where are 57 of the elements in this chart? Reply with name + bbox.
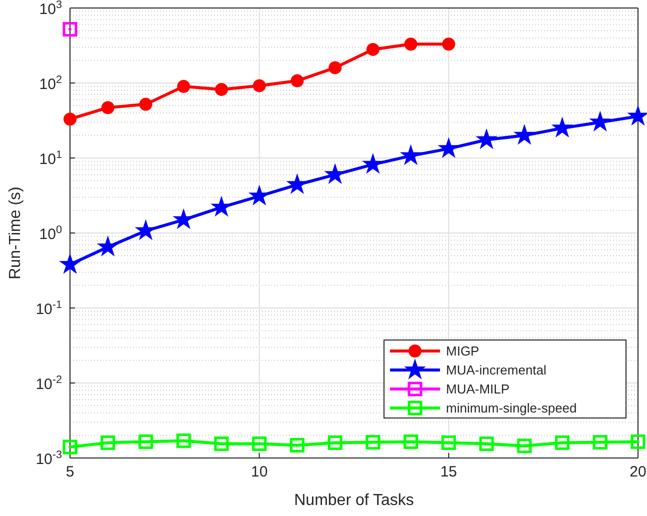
point	[139, 98, 152, 111]
x-tick-label: 10	[250, 464, 268, 481]
point	[100, 435, 116, 450]
point	[441, 435, 456, 450]
legend-label: minimum-single-speed	[446, 400, 577, 416]
point	[138, 434, 153, 449]
y-tick-label: 10$^{-2}$	[36, 374, 62, 393]
point	[214, 436, 229, 451]
point	[400, 145, 421, 164]
point	[552, 118, 572, 137]
y-tick-label: 10$^{0}$	[39, 224, 62, 243]
point	[366, 435, 380, 450]
legend-label: MUA-incremental	[446, 362, 547, 378]
point	[62, 22, 78, 37]
point	[290, 438, 304, 452]
x-tick-label: 5	[66, 464, 74, 481]
point	[363, 154, 383, 173]
point	[628, 106, 647, 125]
point	[325, 164, 345, 184]
point	[476, 129, 496, 148]
y-tick-label: 10$^{-1}$	[36, 299, 62, 318]
x-tick-label: 15	[440, 464, 458, 481]
point	[252, 436, 267, 451]
point	[214, 82, 228, 96]
point	[592, 435, 608, 450]
x-axis-title: Number of Tasks	[294, 492, 414, 509]
point	[98, 236, 118, 256]
y-tick-label: 10$^{-3}$	[36, 449, 62, 468]
point	[101, 101, 114, 114]
point	[442, 38, 456, 51]
point	[404, 434, 418, 449]
point	[517, 438, 532, 454]
y-tick-label: 10$^{3}$	[39, 0, 62, 18]
point	[590, 112, 610, 131]
point	[555, 435, 570, 450]
legend-label: MIGP	[446, 344, 480, 359]
point	[176, 433, 191, 448]
point	[438, 138, 459, 158]
x-tick-label: 20	[630, 464, 646, 481]
point	[630, 434, 646, 449]
point	[290, 74, 304, 88]
point	[404, 38, 418, 51]
y-axis-title: Run-Time (s)	[7, 186, 24, 280]
point	[366, 42, 380, 56]
point	[64, 112, 76, 126]
point	[328, 61, 342, 74]
point	[479, 436, 494, 451]
point	[514, 125, 534, 144]
point	[177, 80, 190, 93]
point	[328, 435, 342, 450]
legend-label: MUA-MILP	[446, 382, 510, 397]
point	[252, 79, 266, 92]
point	[60, 254, 80, 274]
y-tick-label: 10$^{1}$	[39, 149, 62, 168]
point	[287, 174, 308, 194]
y-tick-label: 10$^{2}$	[39, 74, 62, 93]
point	[62, 440, 78, 454]
